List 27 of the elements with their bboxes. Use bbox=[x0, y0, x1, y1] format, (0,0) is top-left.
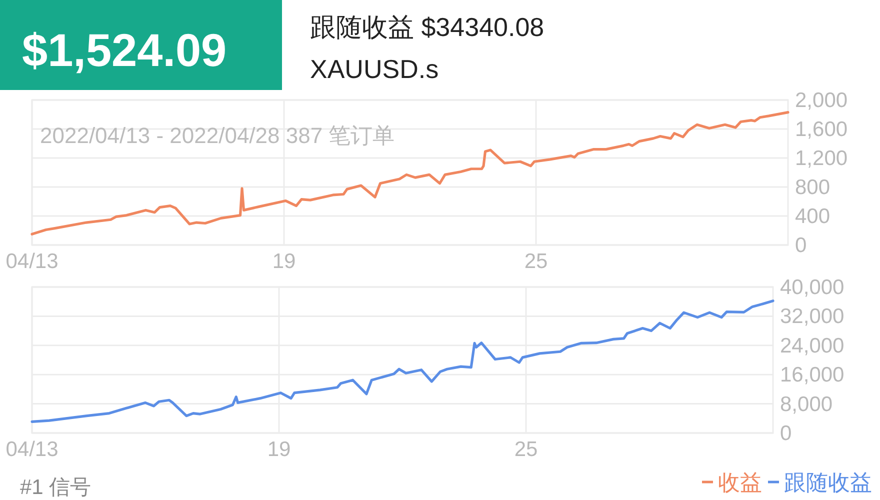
x-tick-label: 04/13 bbox=[6, 438, 58, 461]
x-tick-label: 19 bbox=[272, 250, 296, 273]
y-tick-label: 40,000 bbox=[780, 276, 844, 299]
x-tick-label: 19 bbox=[267, 438, 291, 461]
line-series bbox=[30, 111, 790, 236]
legend-label: 收益 bbox=[718, 470, 762, 495]
chart-title: $1,524.09 bbox=[22, 24, 227, 76]
y-tick-label: 1,200 bbox=[795, 147, 848, 170]
y-tick-label: 24,000 bbox=[780, 334, 844, 358]
x-tick-label: 04/13 bbox=[6, 250, 58, 273]
y-tick-label: 1,600 bbox=[795, 118, 848, 141]
legend-label: 跟随收益 bbox=[784, 470, 872, 495]
y-tick-label: 0 bbox=[795, 234, 807, 257]
y-tick-label: 8,000 bbox=[780, 392, 833, 416]
chart-subtitle: 跟随收益 $34340.08 bbox=[310, 12, 544, 42]
annotation: 2022/04/13 - 2022/04/28 387 笔订单 bbox=[40, 123, 395, 148]
y-tick-label: 32,000 bbox=[780, 305, 844, 328]
y-tick-label: 800 bbox=[795, 176, 830, 199]
y-tick-label: 2,000 bbox=[795, 89, 848, 112]
y-tick-label: 400 bbox=[795, 205, 830, 228]
x-tick-label: 25 bbox=[514, 438, 538, 461]
y-tick-label: 16,000 bbox=[780, 364, 844, 387]
x-tick-label: 25 bbox=[524, 250, 548, 273]
text: #1 信号 bbox=[20, 476, 92, 499]
text: XAUUSD.s bbox=[310, 54, 439, 84]
y-tick-label: 0 bbox=[780, 422, 792, 445]
line-series bbox=[30, 300, 774, 423]
